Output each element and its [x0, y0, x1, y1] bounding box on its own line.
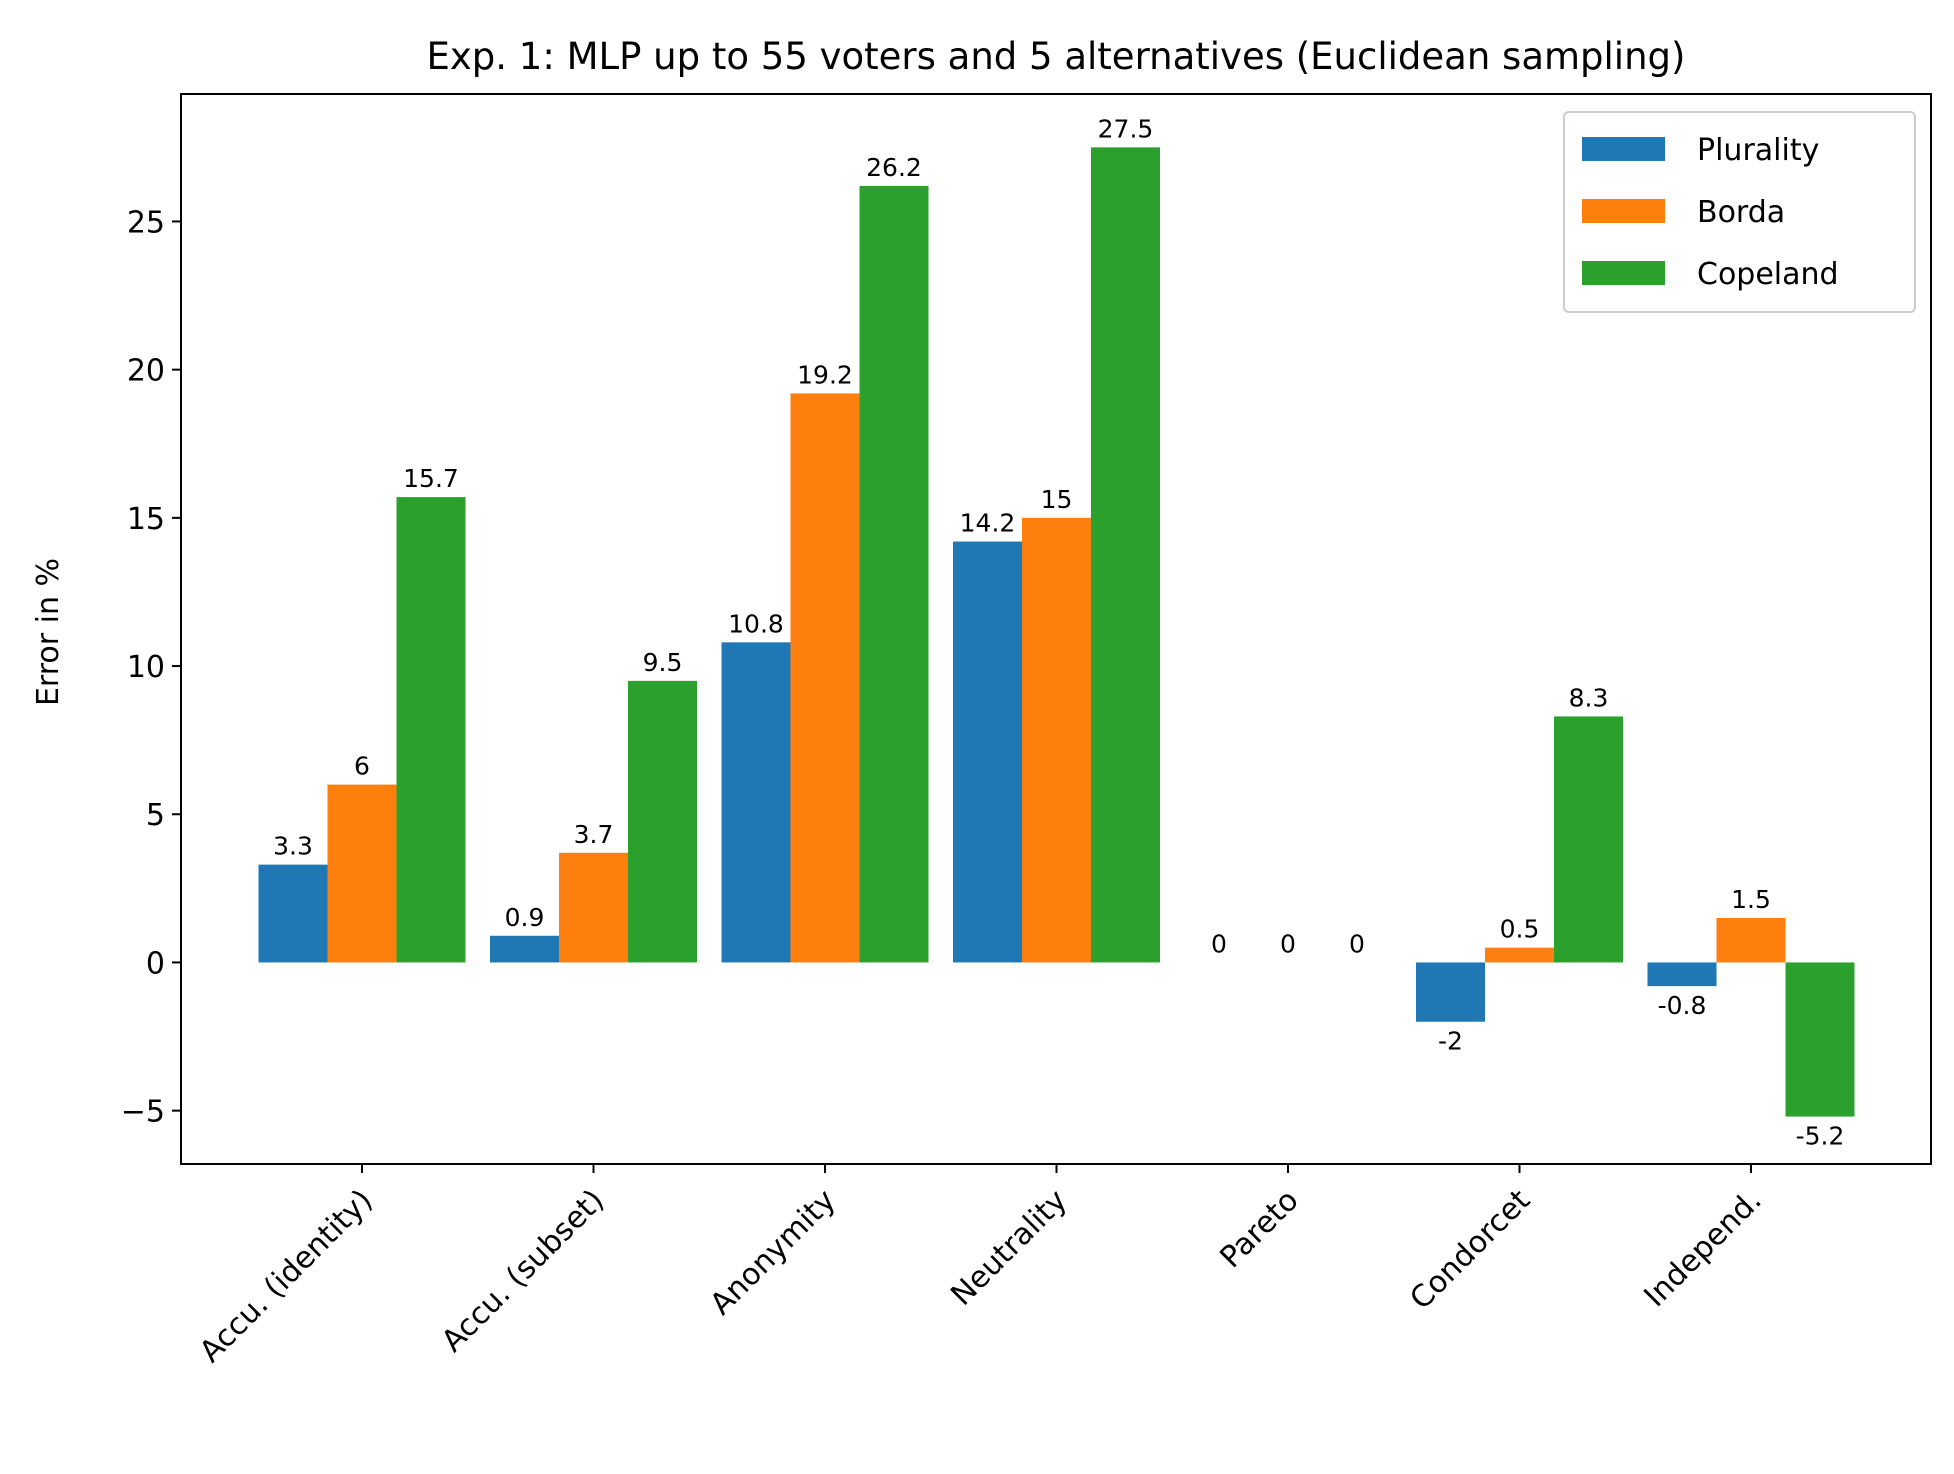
bar-plurality — [490, 935, 559, 963]
bar-plurality — [1416, 962, 1485, 1022]
data-label: 27.5 — [1098, 114, 1154, 143]
data-label: 6 — [354, 752, 370, 781]
bar-plurality — [953, 541, 1022, 963]
legend-label-copeland: Copeland — [1697, 257, 1839, 292]
bar-borda — [1485, 947, 1554, 963]
data-label: 15 — [1041, 485, 1073, 514]
data-label: -5.2 — [1796, 1122, 1845, 1151]
data-label: 14.2 — [960, 509, 1016, 538]
legend-label-borda: Borda — [1697, 195, 1785, 230]
data-label: -2 — [1438, 1027, 1463, 1056]
legend-swatch-plurality — [1582, 137, 1665, 161]
y-tick-label: 20 — [127, 354, 165, 389]
data-label: 0.5 — [1500, 915, 1540, 944]
data-label: 10.8 — [728, 609, 784, 638]
bar-copeland — [1091, 147, 1160, 963]
legend: Plurality Borda Copeland — [1563, 111, 1916, 313]
data-label: -0.8 — [1658, 991, 1707, 1020]
bar-plurality — [1647, 962, 1717, 987]
legend-label-plurality: Plurality — [1697, 133, 1819, 168]
data-label: 3.3 — [273, 832, 313, 861]
bar-plurality — [258, 864, 328, 963]
data-label: 0 — [1280, 929, 1296, 958]
plot-frame — [180, 93, 1932, 1165]
data-label: 15.7 — [403, 464, 459, 493]
bar-copeland — [859, 185, 929, 963]
chart-title: Exp. 1: MLP up to 55 voters and 5 altern… — [427, 35, 1686, 78]
y-tick-label: 10 — [127, 650, 165, 685]
bar-copeland — [628, 680, 697, 963]
y-tick-label: −5 — [121, 1095, 165, 1130]
bar-borda — [327, 784, 397, 963]
y-tick-label: 25 — [127, 205, 165, 240]
bar-copeland — [396, 497, 466, 963]
data-label: 3.7 — [574, 820, 614, 849]
data-label: 0.9 — [505, 903, 545, 932]
y-tick-label: 0 — [146, 946, 165, 981]
bar-borda — [790, 393, 860, 963]
legend-swatch-borda — [1582, 199, 1665, 223]
data-label: 8.3 — [1569, 683, 1609, 712]
y-axis-label: Error in % — [31, 558, 66, 706]
bar-copeland — [1785, 962, 1855, 1117]
y-tick-label: 5 — [146, 798, 165, 833]
bar-copeland — [1554, 716, 1623, 963]
data-label: 0 — [1349, 929, 1365, 958]
legend-swatch-copeland — [1582, 261, 1665, 285]
data-label: 0 — [1211, 929, 1227, 958]
data-label: 26.2 — [866, 153, 922, 182]
bar-plurality — [721, 642, 791, 963]
data-label: 19.2 — [797, 360, 853, 389]
bar-borda — [1716, 917, 1786, 963]
data-label: 9.5 — [643, 648, 683, 677]
data-label: 1.5 — [1731, 885, 1771, 914]
bar-borda — [559, 852, 628, 963]
y-tick-label: 15 — [127, 502, 165, 537]
bar-borda — [1022, 517, 1091, 963]
